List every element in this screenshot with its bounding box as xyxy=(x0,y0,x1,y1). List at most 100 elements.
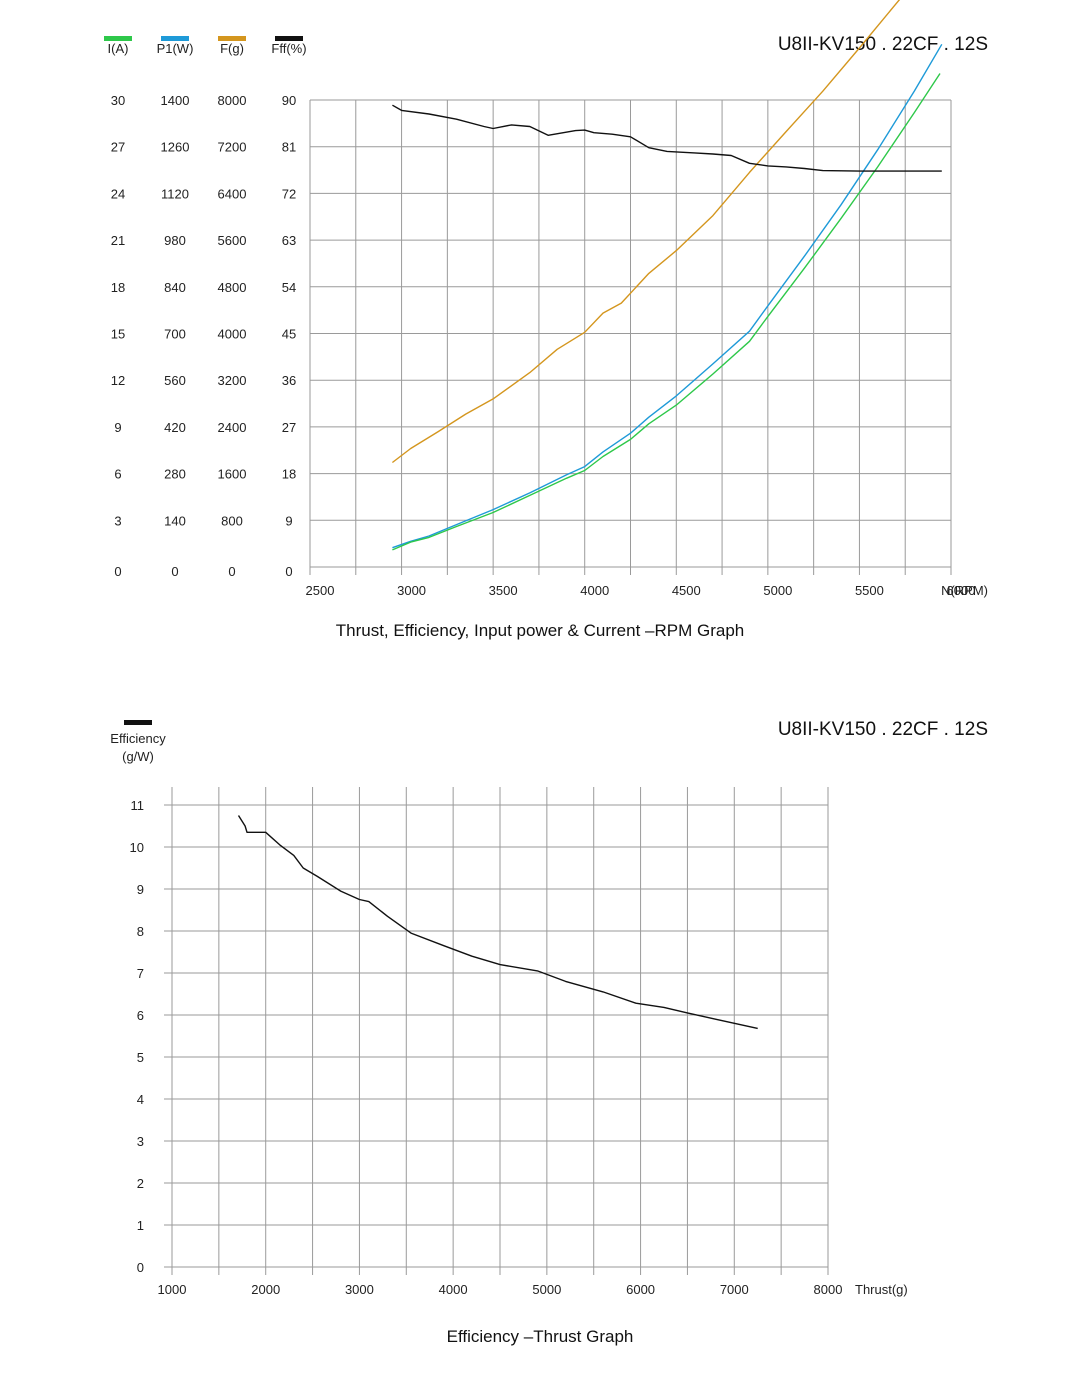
rpm-chart-y-tick-label: 2400 xyxy=(218,420,247,435)
rpm-chart-y-tick-label: 7200 xyxy=(218,140,247,155)
rpm-chart-y-tick-label: 18 xyxy=(282,467,296,482)
rpm-chart-y-tick-label: 4000 xyxy=(218,327,247,342)
thrust-chart-y-tick-label: 2 xyxy=(137,1176,144,1191)
rpm-chart-y-tick-label: 81 xyxy=(282,140,296,155)
rpm-chart-x-tick-label: 5000 xyxy=(763,583,792,598)
thrust-chart-series-line xyxy=(237,815,758,1030)
thrust-chart-grid xyxy=(164,787,829,1275)
thrust-chart-y-tick-label: 3 xyxy=(137,1134,144,1149)
thrust-chart-x-tick-label: 7000 xyxy=(720,1282,749,1297)
rpm-chart-x-tick-label: 4500 xyxy=(672,583,701,598)
rpm-chart-y-tick-label: 8000 xyxy=(218,93,247,108)
thrust-chart-y-tick-label: 4 xyxy=(137,1092,144,1107)
rpm-chart-y-tick-label: 18 xyxy=(111,280,125,295)
thrust-chart-x-tick-label: 2000 xyxy=(251,1282,280,1297)
thrust-chart-y-ticks: 0 1 2 3 4 5 6 7 8 9 10 11 xyxy=(130,798,144,1275)
thrust-chart-legend-swatch xyxy=(124,720,152,725)
rpm-chart-x-tick-label: 5500 xyxy=(855,583,884,598)
thrust-chart-y-label-line1: Efficiency xyxy=(110,731,166,746)
rpm-chart-y-ticks: 0369121518212427300140280420560700840980… xyxy=(111,93,296,579)
thrust-chart-y-tick-label: 10 xyxy=(130,840,144,855)
rpm-chart-x-axis-label: N(RPM) xyxy=(941,583,988,598)
rpm-chart-legend-label: F(g) xyxy=(220,41,244,56)
rpm-chart-y-tick-label: 980 xyxy=(164,233,186,248)
rpm-chart-x-tick-label: 3500 xyxy=(489,583,518,598)
rpm-chart-y-tick-label: 3 xyxy=(114,513,121,528)
thrust-chart-x-tick-label: 8000 xyxy=(814,1282,843,1297)
rpm-chart-y-tick-label: 1400 xyxy=(161,93,190,108)
rpm-chart-y-tick-label: 63 xyxy=(282,233,296,248)
rpm-chart-series-line xyxy=(392,104,942,172)
rpm-chart-y-tick-label: 420 xyxy=(164,420,186,435)
rpm-chart-y-tick-label: 30 xyxy=(111,93,125,108)
rpm-chart-y-tick-label: 21 xyxy=(111,233,125,248)
thrust-chart-series xyxy=(237,815,758,1030)
rpm-chart-y-tick-label: 0 xyxy=(285,564,292,579)
rpm-chart-y-tick-label: 1120 xyxy=(161,186,189,201)
rpm-chart-series-line xyxy=(391,0,901,464)
rpm-chart-y-tick-label: 72 xyxy=(282,186,296,201)
rpm-chart-y-tick-label: 0 xyxy=(114,564,121,579)
rpm-chart-y-tick-label: 4800 xyxy=(218,280,247,295)
rpm-chart-legend-label: Fff(%) xyxy=(271,41,306,56)
rpm-chart-y-tick-label: 1260 xyxy=(161,140,190,155)
thrust-chart-x-tick-label: 6000 xyxy=(626,1282,655,1297)
rpm-chart-x-tick-label: 6000 xyxy=(947,583,976,598)
thrust-chart-x-tick-label: 4000 xyxy=(439,1282,468,1297)
rpm-chart-y-tick-label: 0 xyxy=(171,564,178,579)
rpm-chart-model-title: U8II-KV150 . 22CF . 12S xyxy=(778,34,988,55)
rpm-chart-y-tick-label: 45 xyxy=(282,327,296,342)
rpm-chart-legend-label: P1(W) xyxy=(157,41,194,56)
rpm-chart-y-tick-label: 6 xyxy=(114,467,121,482)
rpm-chart-caption: Thrust, Efficiency, Input power & Curren… xyxy=(336,621,744,640)
thrust-chart-x-axis-label: Thrust(g) xyxy=(855,1282,908,1297)
thrust-chart-y-tick-label: 6 xyxy=(137,1008,144,1023)
rpm-chart-y-tick-label: 15 xyxy=(111,327,125,342)
rpm-chart-y-tick-label: 840 xyxy=(164,280,186,295)
rpm-chart-y-tick-label: 54 xyxy=(282,280,296,295)
thrust-chart-y-tick-label: 5 xyxy=(137,1050,144,1065)
rpm-chart-y-tick-label: 560 xyxy=(164,373,186,388)
rpm-chart-legend: I(A) P1(W) F(g) Fff(%) xyxy=(104,36,307,56)
thrust-chart-x-ticks: 1000 2000 3000 4000 5000 6000 7000 8000 xyxy=(158,1282,843,1297)
rpm-chart-x-tick-label: 4000 xyxy=(580,583,609,598)
thrust-chart-y-label-line2: (g/W) xyxy=(122,749,154,764)
rpm-chart-y-tick-label: 12 xyxy=(111,373,125,388)
thrust-chart-y-tick-label: 0 xyxy=(137,1260,144,1275)
thrust-chart-y-tick-label: 9 xyxy=(137,882,144,897)
rpm-chart-x-tick-label: 2500 xyxy=(306,583,335,598)
rpm-chart-y-tick-label: 27 xyxy=(282,420,296,435)
rpm-chart-y-tick-label: 90 xyxy=(282,93,296,108)
rpm-chart-y-tick-label: 1600 xyxy=(218,467,247,482)
rpm-chart-x-tick-label: 3000 xyxy=(397,583,426,598)
rpm-chart-legend-label: I(A) xyxy=(108,41,129,56)
rpm-chart-legend-swatch xyxy=(104,36,132,41)
rpm-chart-y-tick-label: 5600 xyxy=(218,233,247,248)
rpm-chart-y-tick-label: 280 xyxy=(164,467,186,482)
thrust-chart-y-tick-label: 1 xyxy=(137,1218,144,1233)
thrust-chart-x-tick-label: 3000 xyxy=(345,1282,374,1297)
rpm-chart-y-tick-label: 24 xyxy=(111,186,125,201)
thrust-chart-y-tick-label: 11 xyxy=(131,798,145,813)
thrust-chart-y-tick-label: 8 xyxy=(137,924,144,939)
rpm-chart-y-tick-label: 700 xyxy=(164,327,186,342)
rpm-chart-x-ticks: 2500 3000 3500 4000 4500 5000 5500 6000 xyxy=(306,583,976,598)
thrust-chart-caption: Efficiency –Thrust Graph xyxy=(447,1327,634,1346)
rpm-chart-legend-swatch xyxy=(275,36,303,41)
rpm-chart-y-tick-label: 140 xyxy=(164,513,186,528)
rpm-chart-y-tick-label: 0 xyxy=(228,564,235,579)
thrust-chart-model-title: U8II-KV150 . 22CF . 12S xyxy=(778,719,988,740)
rpm-chart-legend-swatch xyxy=(218,36,246,41)
rpm-chart-y-tick-label: 6400 xyxy=(218,186,247,201)
rpm-chart-y-tick-label: 9 xyxy=(114,420,121,435)
thrust-chart-x-tick-label: 5000 xyxy=(532,1282,561,1297)
rpm-chart-series-line xyxy=(392,43,943,549)
rpm-chart-series-line xyxy=(392,73,941,551)
rpm-chart-y-tick-label: 36 xyxy=(282,373,296,388)
rpm-chart-series xyxy=(391,0,943,551)
thrust-chart-y-tick-label: 7 xyxy=(137,966,144,981)
rpm-chart-y-tick-label: 27 xyxy=(111,140,125,155)
thrust-chart: Efficiency (g/W) U8II-KV150 . 22CF . 12S… xyxy=(110,719,988,1346)
rpm-chart-y-tick-label: 9 xyxy=(285,513,292,528)
